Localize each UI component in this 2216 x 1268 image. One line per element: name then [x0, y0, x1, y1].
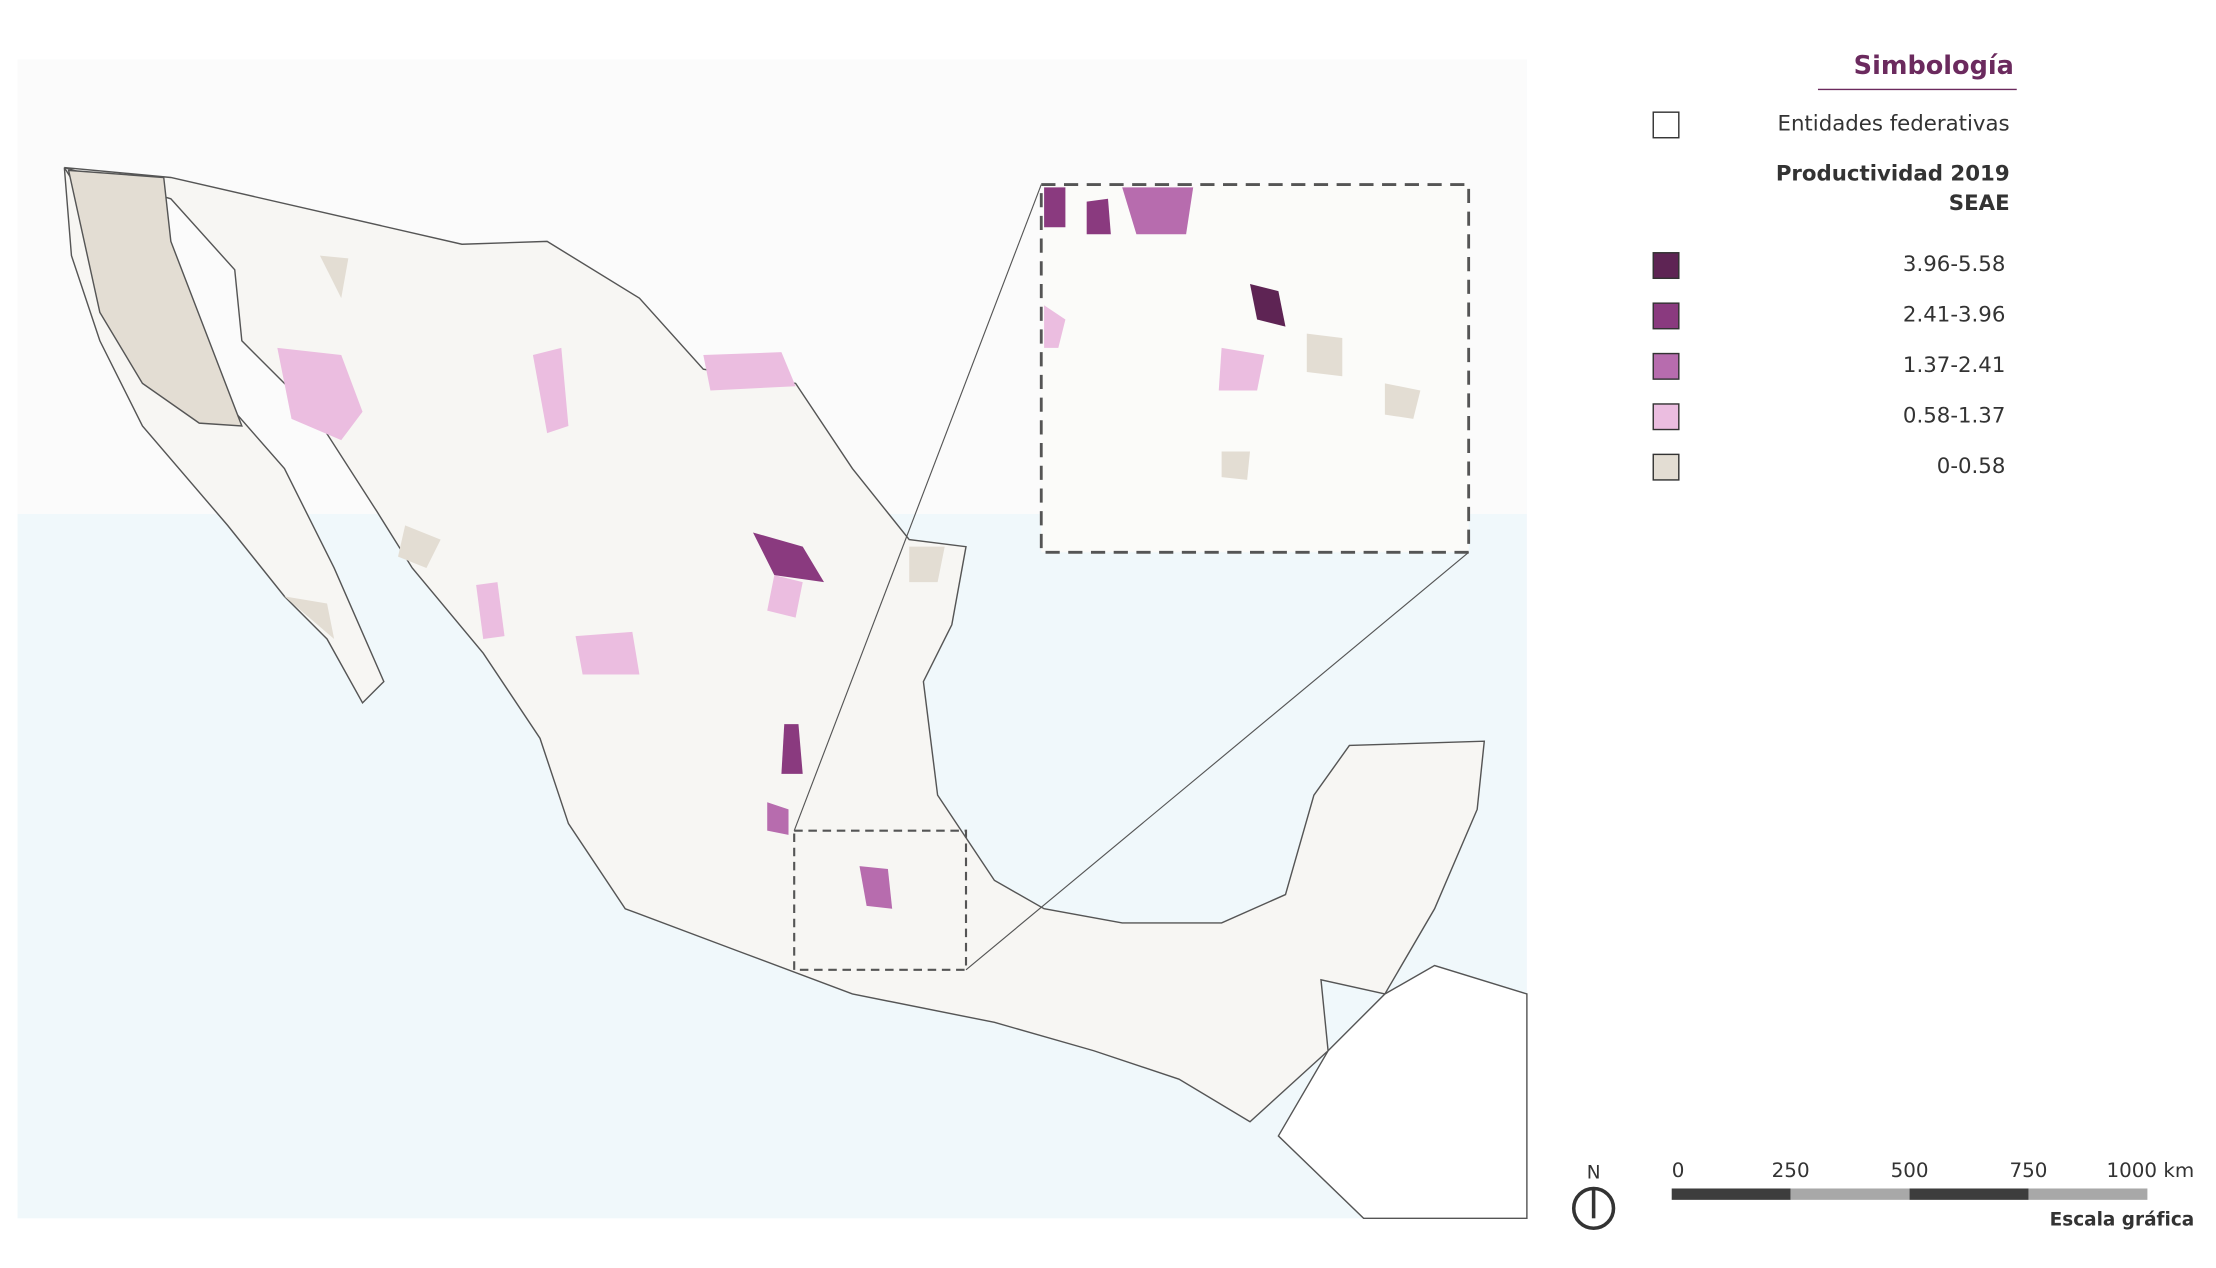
area — [277, 347, 363, 441]
legend-label: 1.37-2.41 — [1903, 353, 2005, 378]
scale-segment — [1909, 1188, 2029, 1200]
legend-label: Entidades federativas — [1778, 112, 2010, 137]
inset-frame-small — [793, 829, 968, 971]
central-america — [1277, 964, 1528, 1220]
inset-connector — [793, 184, 1042, 831]
area — [575, 631, 640, 675]
area — [753, 532, 825, 583]
area — [1218, 347, 1265, 391]
area — [859, 866, 893, 909]
area — [909, 546, 945, 583]
class-areas — [277, 255, 945, 909]
legend-swatch — [1652, 111, 1680, 139]
scale-caption: Escala gráfica — [2050, 1209, 2195, 1230]
area — [476, 582, 505, 639]
area — [1306, 333, 1343, 377]
north-arrow: N — [1571, 1163, 1616, 1231]
area — [1044, 305, 1066, 348]
area — [1384, 383, 1421, 419]
scale-segment — [2028, 1188, 2148, 1200]
legend-swatch — [1652, 453, 1680, 481]
area — [532, 347, 569, 434]
area — [319, 255, 349, 299]
map — [17, 59, 1528, 1220]
area — [703, 352, 796, 391]
area — [767, 802, 789, 835]
legend-heading: Productividad 2019 — [1776, 161, 2010, 186]
legend-swatch — [1652, 252, 1680, 280]
inset — [1039, 183, 1471, 554]
scale-tick-label: 250 — [1772, 1159, 1810, 1182]
scale-bar: Escala gráfica 0 250 500 750 1000 km — [1671, 1159, 2195, 1230]
legend-label: 2.41-3.96 — [1903, 303, 2005, 328]
legend: Simbología Entidades federativas Product… — [1652, 51, 2017, 481]
legend-swatch — [1652, 302, 1680, 330]
legend-label: 3.96-5.58 — [1903, 252, 2005, 277]
legend-heading: SEAE — [1949, 191, 2010, 216]
area — [1044, 187, 1066, 228]
legend-label: 0.58-1.37 — [1903, 403, 2005, 428]
legend-label: 0-0.58 — [1937, 454, 2006, 479]
area — [767, 575, 803, 618]
area — [1086, 198, 1111, 235]
legend-swatch — [1652, 403, 1680, 431]
inset-connector — [965, 551, 1470, 971]
legend-title: Simbología — [1854, 51, 2014, 81]
mexico-mainland — [64, 166, 1486, 1123]
scale-tick-label: 0 — [1672, 1159, 1685, 1182]
area — [781, 724, 803, 774]
scale-segment — [1790, 1188, 1910, 1200]
scale-tick-label: 750 — [2010, 1159, 2048, 1182]
scale-tick-label: 1000 km — [2107, 1159, 2195, 1182]
area — [1249, 283, 1286, 327]
scale-tick-label: 500 — [1891, 1159, 1929, 1182]
area — [398, 525, 441, 568]
area — [1122, 187, 1194, 235]
baja-north — [67, 169, 243, 427]
area — [1221, 451, 1250, 480]
legend-classes: 3.96-5.58 2.41-3.96 1.37-2.41 0.58-1.37 0-0.… — [1652, 252, 2006, 481]
north-label: N — [1587, 1163, 1601, 1184]
legend-swatch — [1652, 352, 1680, 380]
scale-segment — [1671, 1188, 1791, 1200]
